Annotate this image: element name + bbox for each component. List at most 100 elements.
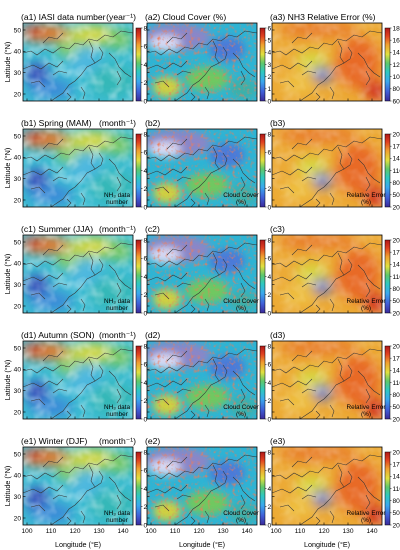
inset-label-d2-1: (%) bbox=[236, 411, 246, 418]
colorbar-tick-d2-3: 2 bbox=[268, 398, 272, 405]
colorbar-tick-d3-0: 200 bbox=[393, 343, 400, 350]
panel-a1: (a1) IASI data number(year⁻¹)20304050800… bbox=[14, 12, 155, 105]
colorbar-tick-a3-0: 180 bbox=[393, 25, 400, 32]
colorbar-a3 bbox=[384, 27, 391, 102]
colorbar-tick-b2-3: 2 bbox=[268, 186, 272, 193]
panel-b2: (b2) 8 6 4 2 0 Cloud Cover(%) bbox=[145, 118, 272, 211]
colorbar-d1 bbox=[135, 345, 142, 420]
x-axis-label-col-1: Longitude (°E) bbox=[55, 540, 101, 549]
colorbar-tick-d3-1: 170 bbox=[393, 355, 400, 362]
panel-unit-c1: (month⁻¹) bbox=[99, 224, 136, 234]
panel-frame-e3 bbox=[271, 446, 383, 526]
panel-title-e3: (e3) bbox=[270, 436, 285, 446]
lon-tick-e2-4: 140 bbox=[241, 528, 252, 535]
colorbar-tick-a2-0: 6 bbox=[268, 25, 272, 32]
y-axis-label-row-a: Latitude (°N) bbox=[3, 42, 12, 82]
panel-title-d2: (d2) bbox=[145, 330, 160, 340]
colorbar-tick-c2-0: 8 bbox=[268, 237, 272, 244]
panel-grid: (a1) IASI data number(year⁻¹)20304050800… bbox=[14, 12, 400, 535]
colorbar-d2 bbox=[259, 345, 266, 420]
colorbar-tick-a3-4: 100 bbox=[393, 74, 400, 81]
inset-label-c1-0: NH₃ data bbox=[104, 298, 130, 305]
panel-frame-b1 bbox=[22, 128, 134, 208]
colorbar-tick-c2-1: 6 bbox=[268, 256, 272, 263]
inset-label-b3-1: (%) bbox=[361, 199, 371, 206]
inset-label-d2-0: Cloud Cover bbox=[223, 404, 259, 411]
lon-tick-e3-0: 100 bbox=[270, 528, 281, 535]
colorbar-tick-e2-4: 0 bbox=[268, 522, 272, 529]
panel-frame-d3 bbox=[271, 340, 383, 420]
panel-title-d1: (d1) Autumn (SON) bbox=[21, 330, 95, 340]
panel-frame-a1 bbox=[22, 22, 134, 102]
colorbar-tick-a3-6: 60 bbox=[393, 98, 400, 105]
colorbar-tick-e2-2: 4 bbox=[268, 486, 272, 493]
colorbar-tick-a1-4: 0 bbox=[144, 98, 148, 105]
colorbar-tick-a2-4: 2 bbox=[268, 74, 272, 81]
lon-tick-e3-2: 120 bbox=[318, 528, 329, 535]
colorbar-tick-a2-2: 4 bbox=[268, 50, 272, 57]
y-axis-label-row-c: Latitude (°N) bbox=[3, 254, 12, 294]
panel-title-a1: (a1) IASI data number bbox=[21, 12, 106, 22]
panel-frame-b3 bbox=[271, 128, 383, 208]
map-field-a1 bbox=[23, 23, 133, 101]
panel-unit-a1: (year⁻¹) bbox=[106, 12, 136, 22]
colorbar-tick-a2-6: 0 bbox=[268, 98, 272, 105]
colorbar-tick-e3-0: 200 bbox=[393, 449, 400, 456]
panel-title-e1: (e1) Winter (DJF) bbox=[21, 436, 88, 446]
panel-frame-e2 bbox=[146, 446, 258, 526]
inset-label-d1-1: number bbox=[106, 411, 129, 418]
colorbar-tick-b2-1: 6 bbox=[268, 150, 272, 157]
panel-title-b3: (b3) bbox=[270, 118, 285, 128]
panel-d3: (d3)200170140110805020Relative Error(%) bbox=[270, 330, 400, 423]
lat-tick-e1-3: 50 bbox=[14, 451, 22, 458]
inset-label-d3-1: (%) bbox=[361, 411, 371, 418]
panel-frame-d1 bbox=[22, 340, 134, 420]
colorbar-tick-c2-3: 2 bbox=[268, 292, 272, 299]
inset-label-c1-1: number bbox=[106, 305, 129, 312]
lat-tick-a1-0: 20 bbox=[14, 91, 22, 98]
inset-label-b1-0: NH₃ data bbox=[104, 192, 130, 199]
lat-tick-d1-2: 40 bbox=[14, 367, 22, 374]
lat-tick-d1-3: 50 bbox=[14, 345, 22, 352]
colorbar-c3 bbox=[384, 239, 391, 314]
lon-tick-e3-1: 110 bbox=[295, 528, 306, 535]
panel-title-b2: (b2) bbox=[145, 118, 160, 128]
colorbar-tick-c3-4: 80 bbox=[393, 286, 400, 293]
colorbar-tick-a3-1: 160 bbox=[393, 37, 400, 44]
colorbar-e1 bbox=[135, 451, 142, 526]
panel-e2: (e2) 100 110 120 130 140 8 6 4 2 0 Cloud Cover(%) bbox=[145, 436, 272, 535]
lon-tick-e1-4: 140 bbox=[117, 528, 128, 535]
lon-tick-e2-2: 120 bbox=[193, 528, 204, 535]
lon-tick-e1-2: 120 bbox=[69, 528, 80, 535]
colorbar-tick-e3-3: 110 bbox=[393, 486, 400, 493]
panel-e1: (e1) Winter (DJF) (month⁻¹) 20 30 40 50 100 110… bbox=[14, 436, 152, 535]
panel-c1: (c1) Summer (JJA)(month⁻¹)20304050806040… bbox=[14, 224, 152, 317]
panel-title-d3: (d3) bbox=[270, 330, 285, 340]
panel-title-c2: (c2) bbox=[145, 224, 160, 234]
colorbar-tick-e2-3: 2 bbox=[268, 504, 272, 511]
x-axis-label-col-2: Longitude (°E) bbox=[179, 540, 225, 549]
colorbar-e3 bbox=[384, 451, 391, 526]
colorbar-tick-d3-5: 50 bbox=[393, 404, 400, 411]
panel-frame-c3 bbox=[271, 234, 383, 314]
inset-label-c3-0: Relative Error bbox=[346, 298, 386, 305]
colorbar-tick-b3-5: 50 bbox=[393, 192, 400, 199]
colorbar-tick-e3-4: 80 bbox=[393, 498, 400, 505]
lon-tick-e3-3: 130 bbox=[342, 528, 353, 535]
panel-c3: (c3)200170140110805020Relative Error(%) bbox=[270, 224, 400, 317]
panel-frame-a2 bbox=[146, 22, 258, 102]
colorbar-d3 bbox=[384, 345, 391, 420]
panel-title-a2: (a2) Cloud Cover (%) bbox=[145, 12, 226, 22]
colorbar-tick-b3-3: 110 bbox=[393, 168, 400, 175]
panel-frame-c1 bbox=[22, 234, 134, 314]
x-axis-label-col-3: Longitude (°E) bbox=[304, 540, 350, 549]
colorbar-tick-b2-0: 8 bbox=[268, 131, 272, 138]
colorbar-tick-b2-4: 0 bbox=[268, 204, 272, 211]
x-axis-label-group: Longitude (°E) Longitude (°E) Longitude … bbox=[55, 540, 350, 549]
colorbar-tick-a2-3: 3 bbox=[268, 62, 272, 69]
lat-tick-c1-0: 20 bbox=[14, 303, 22, 310]
inset-label-e2-0: Cloud Cover bbox=[223, 510, 259, 517]
inset-label-b1-1: number bbox=[106, 199, 129, 206]
colorbar-tick-a2-1: 5 bbox=[268, 37, 272, 44]
colorbar-tick-a3-3: 120 bbox=[393, 62, 400, 69]
